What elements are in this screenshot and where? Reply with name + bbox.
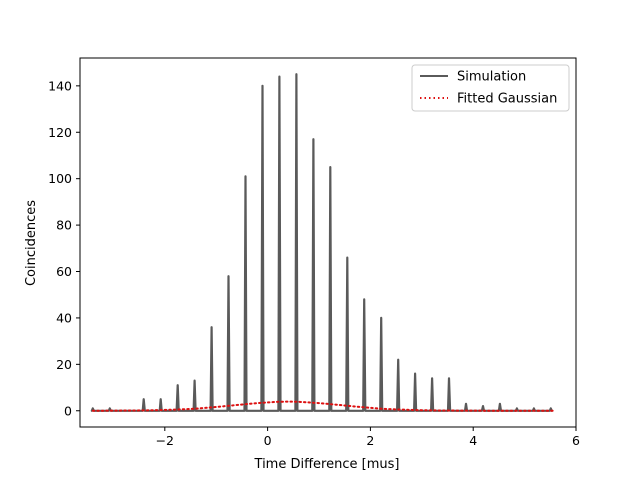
x-tick-label: −2 bbox=[156, 433, 174, 448]
axes-frame bbox=[79, 57, 577, 428]
x-tick-label: 2 bbox=[366, 433, 374, 448]
y-tick-label: 40 bbox=[56, 310, 72, 325]
legend: Simulation Fitted Gaussian bbox=[411, 64, 570, 112]
y-tick-label: 80 bbox=[56, 218, 72, 233]
x-tick-label: 6 bbox=[572, 433, 580, 448]
x-tick-label: 0 bbox=[264, 433, 272, 448]
plot-layer bbox=[90, 73, 554, 412]
x-axis-label: Time Difference [mus] bbox=[254, 457, 400, 472]
y-tick-label: 60 bbox=[56, 264, 72, 279]
y-tick-label: 140 bbox=[48, 78, 72, 93]
y-tick-label: 100 bbox=[48, 171, 72, 186]
legend-box bbox=[411, 64, 570, 112]
y-tick-label: 120 bbox=[48, 125, 72, 140]
y-tick-label: 20 bbox=[56, 357, 72, 372]
x-tick-label: 4 bbox=[469, 433, 477, 448]
legend-simulation-label: Simulation bbox=[457, 70, 526, 85]
series-fitted-gaussian-line bbox=[91, 400, 554, 412]
y-tick-label: 0 bbox=[64, 403, 72, 418]
legend-gaussian-label: Fitted Gaussian bbox=[457, 92, 557, 107]
y-axis-label: Coincidences bbox=[24, 200, 39, 286]
series-simulation-line bbox=[90, 73, 553, 412]
